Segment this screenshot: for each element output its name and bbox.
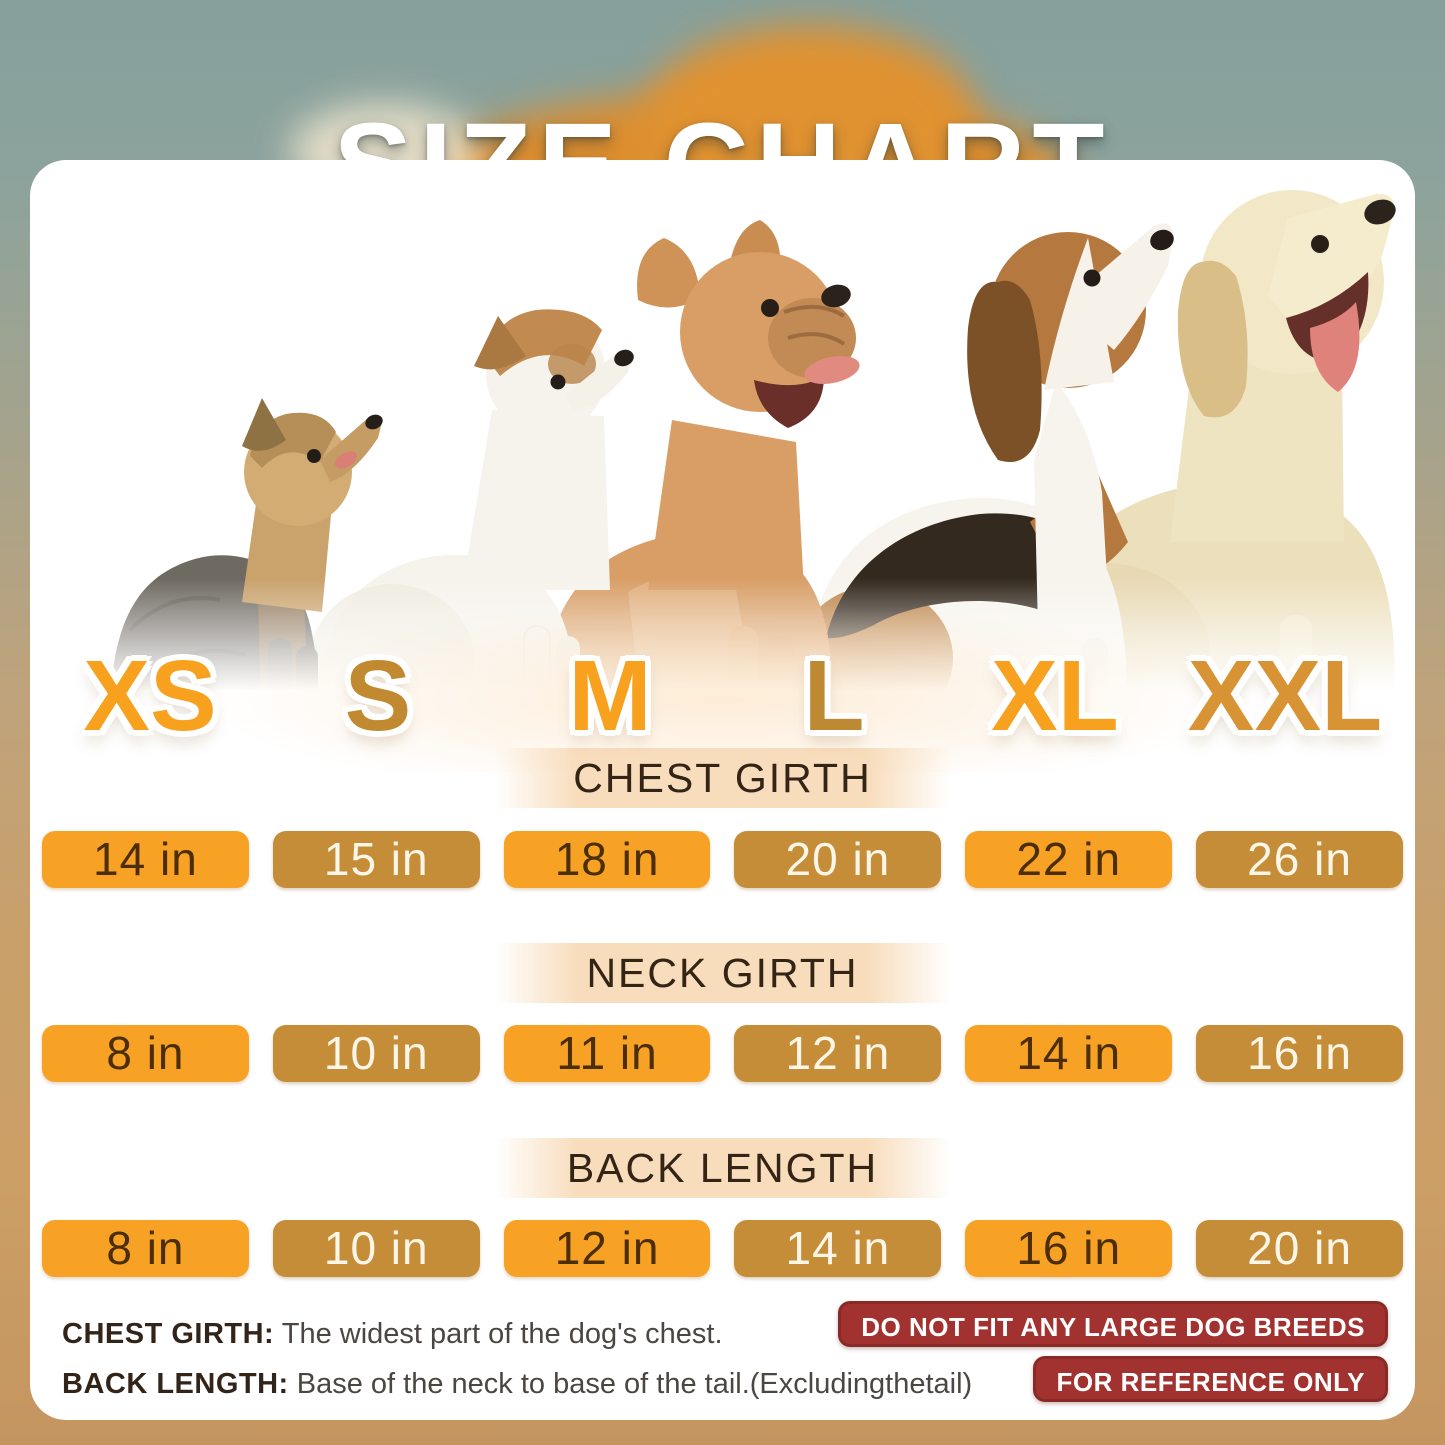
neck-girth-value-m: 11 in bbox=[503, 1025, 711, 1082]
neck-girth-values-row: 8 in 10 in 11 in 12 in 14 in 16 in bbox=[42, 1025, 1403, 1082]
warning-badge-large-breeds: DO NOT FIT ANY LARGE DOG BREEDS bbox=[838, 1301, 1388, 1347]
note-chest-girth-label: CHEST GIRTH: bbox=[62, 1318, 275, 1350]
note-back-length: BACK LENGTH: Base of the neck to base of… bbox=[62, 1368, 972, 1401]
back-length-value-xs: 8 in bbox=[42, 1220, 249, 1277]
back-length-value-l: 14 in bbox=[734, 1220, 942, 1277]
size-label-xxl: XXL bbox=[1187, 640, 1383, 752]
note-chest-girth-text: The widest part of the dog's chest. bbox=[281, 1318, 723, 1350]
neck-girth-value-xs: 8 in bbox=[42, 1025, 249, 1082]
section-header-neck-girth: NECK GIRTH bbox=[494, 943, 951, 1003]
neck-girth-value-s: 10 in bbox=[272, 1025, 480, 1082]
note-chest-girth: CHEST GIRTH: The widest part of the dog'… bbox=[62, 1318, 723, 1351]
back-length-values-row: 8 in 10 in 12 in 14 in 16 in 20 in bbox=[42, 1220, 1403, 1277]
chest-girth-value-m: 18 in bbox=[503, 831, 711, 888]
size-chart-card: XS S M L XL XXL CHEST GIRTH 14 in 15 in … bbox=[30, 160, 1415, 1420]
chest-girth-value-xs: 14 in bbox=[42, 831, 249, 888]
section-header-chest-girth: CHEST GIRTH bbox=[494, 748, 951, 808]
chest-girth-values-row: 14 in 15 in 18 in 20 in 22 in 26 in bbox=[42, 831, 1403, 888]
neck-girth-value-xxl: 16 in bbox=[1196, 1025, 1403, 1082]
size-label-l: L bbox=[803, 640, 865, 752]
dogs-white-fade bbox=[30, 578, 1415, 760]
note-back-length-text: Base of the neck to base of the tail.(Ex… bbox=[296, 1368, 973, 1400]
note-back-length-label: BACK LENGTH: bbox=[62, 1368, 289, 1400]
size-label-m: M bbox=[568, 640, 652, 752]
section-header-back-length: BACK LENGTH bbox=[494, 1138, 951, 1198]
neck-girth-value-xl: 14 in bbox=[965, 1025, 1173, 1082]
size-label-xs: XS bbox=[83, 640, 217, 752]
chest-girth-value-s: 15 in bbox=[272, 831, 480, 888]
back-length-value-m: 12 in bbox=[503, 1220, 711, 1277]
back-length-value-xl: 16 in bbox=[965, 1220, 1173, 1277]
warning-badge-reference-only: FOR REFERENCE ONLY bbox=[1033, 1356, 1388, 1402]
neck-girth-value-l: 12 in bbox=[734, 1025, 942, 1082]
chest-girth-value-l: 20 in bbox=[734, 831, 942, 888]
chest-girth-value-xl: 22 in bbox=[965, 831, 1173, 888]
back-length-value-xxl: 20 in bbox=[1196, 1220, 1403, 1277]
chest-girth-value-xxl: 26 in bbox=[1196, 831, 1403, 888]
back-length-value-s: 10 in bbox=[272, 1220, 480, 1277]
size-label-xl: XL bbox=[991, 640, 1119, 752]
size-label-s: S bbox=[344, 640, 412, 752]
